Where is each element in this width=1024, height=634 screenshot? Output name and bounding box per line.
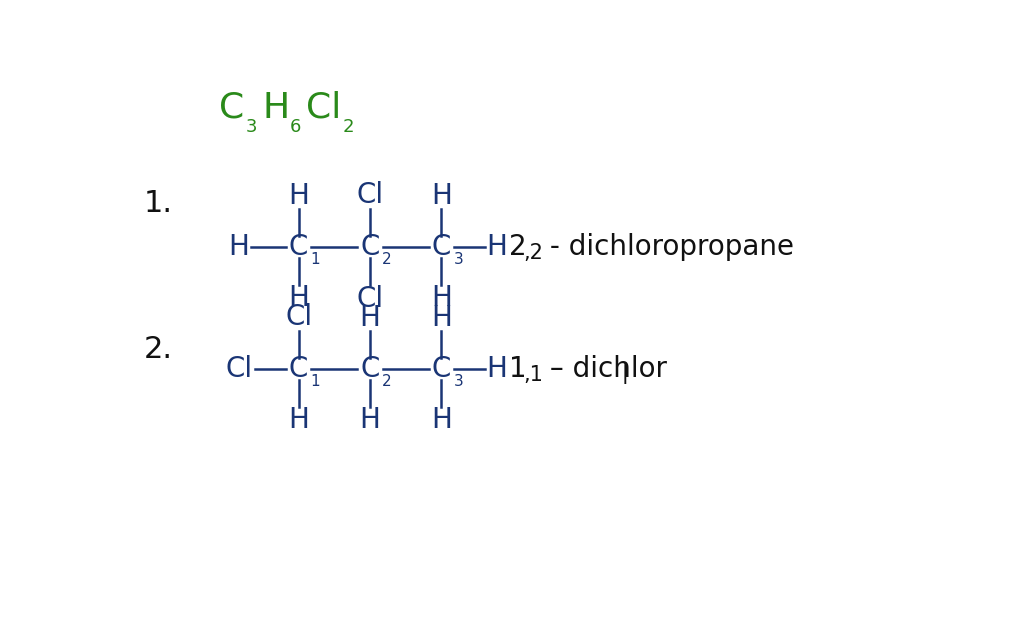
Text: 2: 2 (382, 374, 391, 389)
Text: H: H (431, 284, 452, 312)
Text: Cl: Cl (285, 303, 312, 331)
Text: ,2: ,2 (523, 243, 543, 263)
Text: Cl: Cl (356, 285, 384, 313)
Text: C: C (432, 233, 452, 261)
Text: 3: 3 (246, 118, 257, 136)
Text: Cl: Cl (356, 181, 384, 209)
Text: C: C (219, 91, 245, 124)
Text: C: C (289, 233, 308, 261)
Text: C: C (360, 233, 380, 261)
Text: H: H (431, 182, 452, 210)
Text: 1.: 1. (143, 188, 173, 217)
Text: Cl: Cl (306, 91, 341, 124)
Text: 2: 2 (343, 118, 354, 136)
Text: 2: 2 (509, 233, 526, 261)
Text: ,1: ,1 (523, 365, 543, 385)
Text: 2.: 2. (143, 335, 173, 364)
Text: H: H (431, 304, 452, 332)
Text: C: C (360, 355, 380, 383)
Text: H: H (228, 233, 250, 261)
Text: 1: 1 (310, 252, 321, 267)
Text: ❘: ❘ (616, 362, 635, 384)
Text: H: H (359, 304, 381, 332)
Text: 3: 3 (454, 252, 463, 267)
Text: H: H (486, 355, 508, 383)
Text: 1: 1 (310, 374, 321, 389)
Text: – dichlor: – dichlor (541, 355, 667, 383)
Text: H: H (288, 284, 309, 312)
Text: C: C (432, 355, 452, 383)
Text: Cl: Cl (225, 355, 253, 383)
Text: 6: 6 (290, 118, 301, 136)
Text: 2: 2 (382, 252, 391, 267)
Text: 1: 1 (509, 355, 526, 383)
Text: H: H (431, 406, 452, 434)
Text: 3: 3 (454, 374, 463, 389)
Text: H: H (263, 91, 290, 124)
Text: H: H (288, 406, 309, 434)
Text: H: H (359, 406, 381, 434)
Text: - dichloropropane: - dichloropropane (541, 233, 794, 261)
Text: C: C (289, 355, 308, 383)
Text: H: H (486, 233, 508, 261)
Text: H: H (288, 182, 309, 210)
